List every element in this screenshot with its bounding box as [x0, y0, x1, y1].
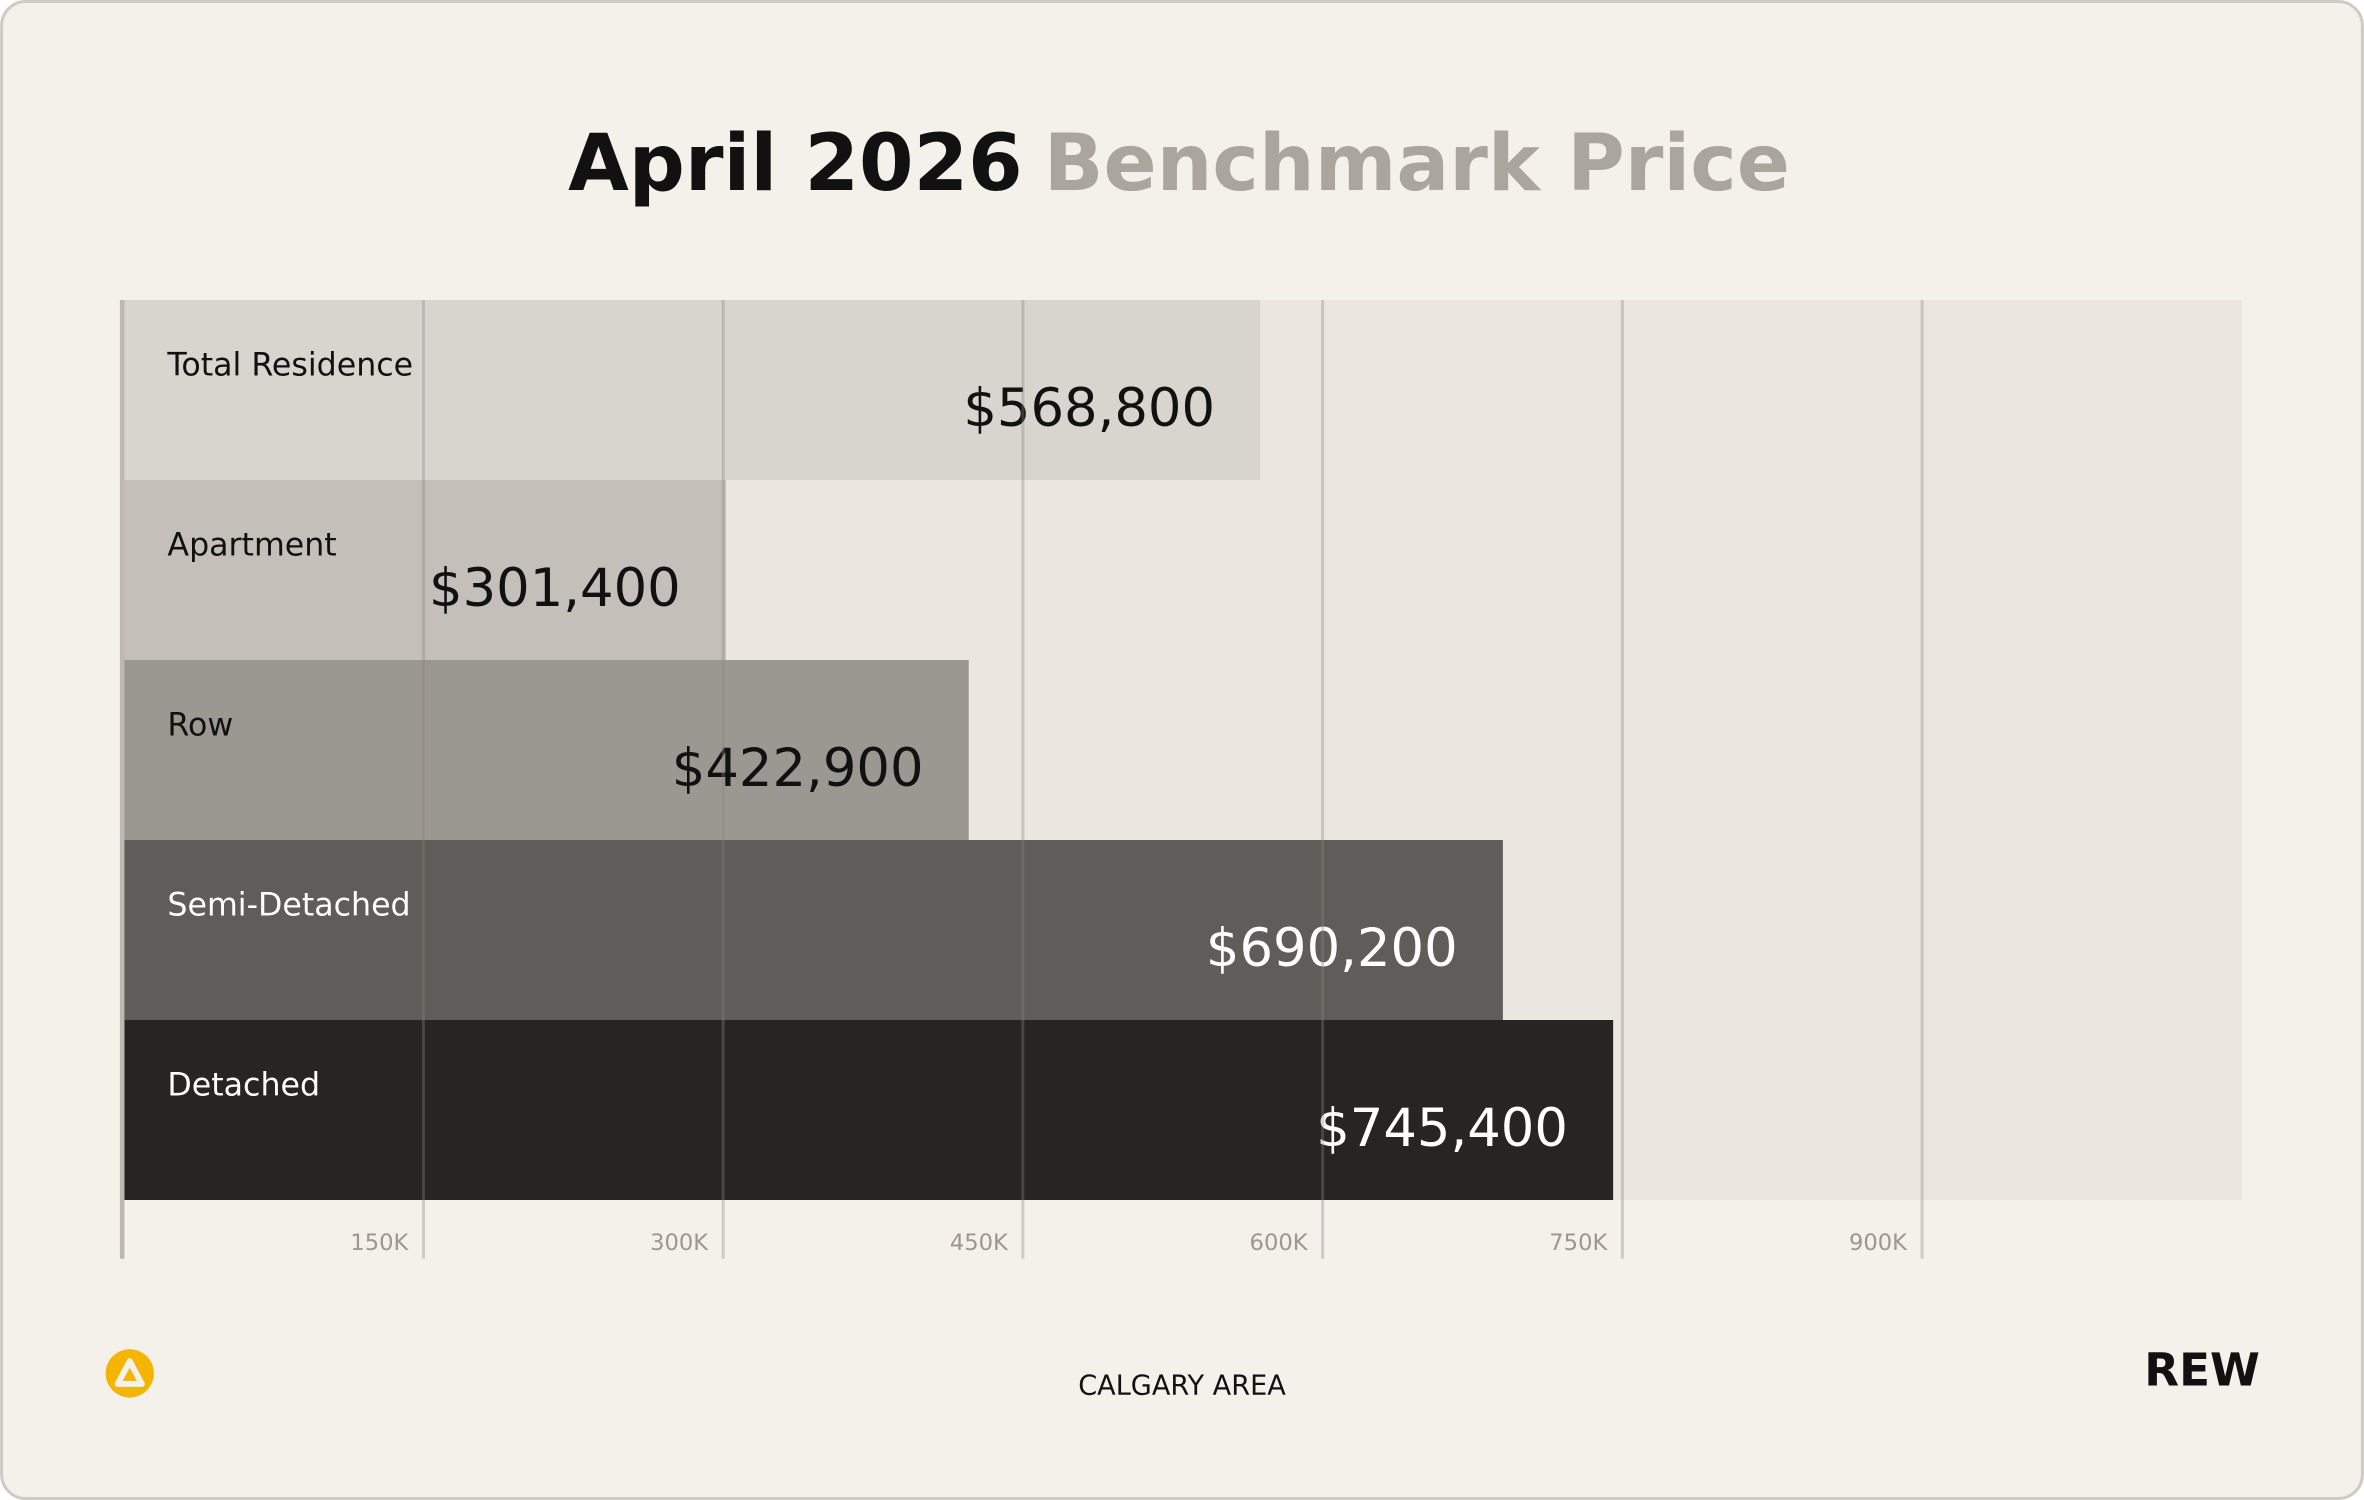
category-label: Detached: [167, 1067, 320, 1103]
x-tick-label: 900K: [1849, 1230, 1908, 1256]
logo-icon: [105, 1349, 154, 1398]
value-label: $422,900: [672, 738, 924, 799]
bar: [123, 1019, 1614, 1200]
category-label: Semi-Detached: [167, 887, 410, 923]
value-label: $690,200: [1206, 918, 1458, 979]
bar: [123, 660, 969, 840]
x-tick-label: 300K: [650, 1230, 709, 1256]
value-label: $301,400: [429, 558, 681, 619]
x-tick-label: 450K: [950, 1230, 1009, 1256]
bar: [123, 480, 726, 660]
category-label: Row: [167, 707, 233, 743]
category-label: Total Residence: [166, 347, 413, 383]
region-label: CALGARY AREA: [1078, 1370, 1286, 1401]
title-main: April 2026: [568, 118, 1023, 209]
brand: REW: [2144, 1343, 2260, 1396]
logo-mark: [114, 1358, 145, 1387]
value-label: $745,400: [1316, 1098, 1568, 1159]
bar: [123, 840, 1503, 1021]
chart-title: April 2026 Benchmark Price: [568, 118, 1790, 209]
value-label: $568,800: [963, 378, 1215, 439]
x-tick-label: 150K: [350, 1230, 409, 1256]
bar: [123, 300, 1261, 480]
title-sub: Benchmark Price: [1044, 118, 1790, 209]
x-tick-label: 750K: [1549, 1230, 1608, 1256]
x-tick-label: 600K: [1250, 1230, 1309, 1256]
category-label: Apartment: [167, 527, 336, 563]
